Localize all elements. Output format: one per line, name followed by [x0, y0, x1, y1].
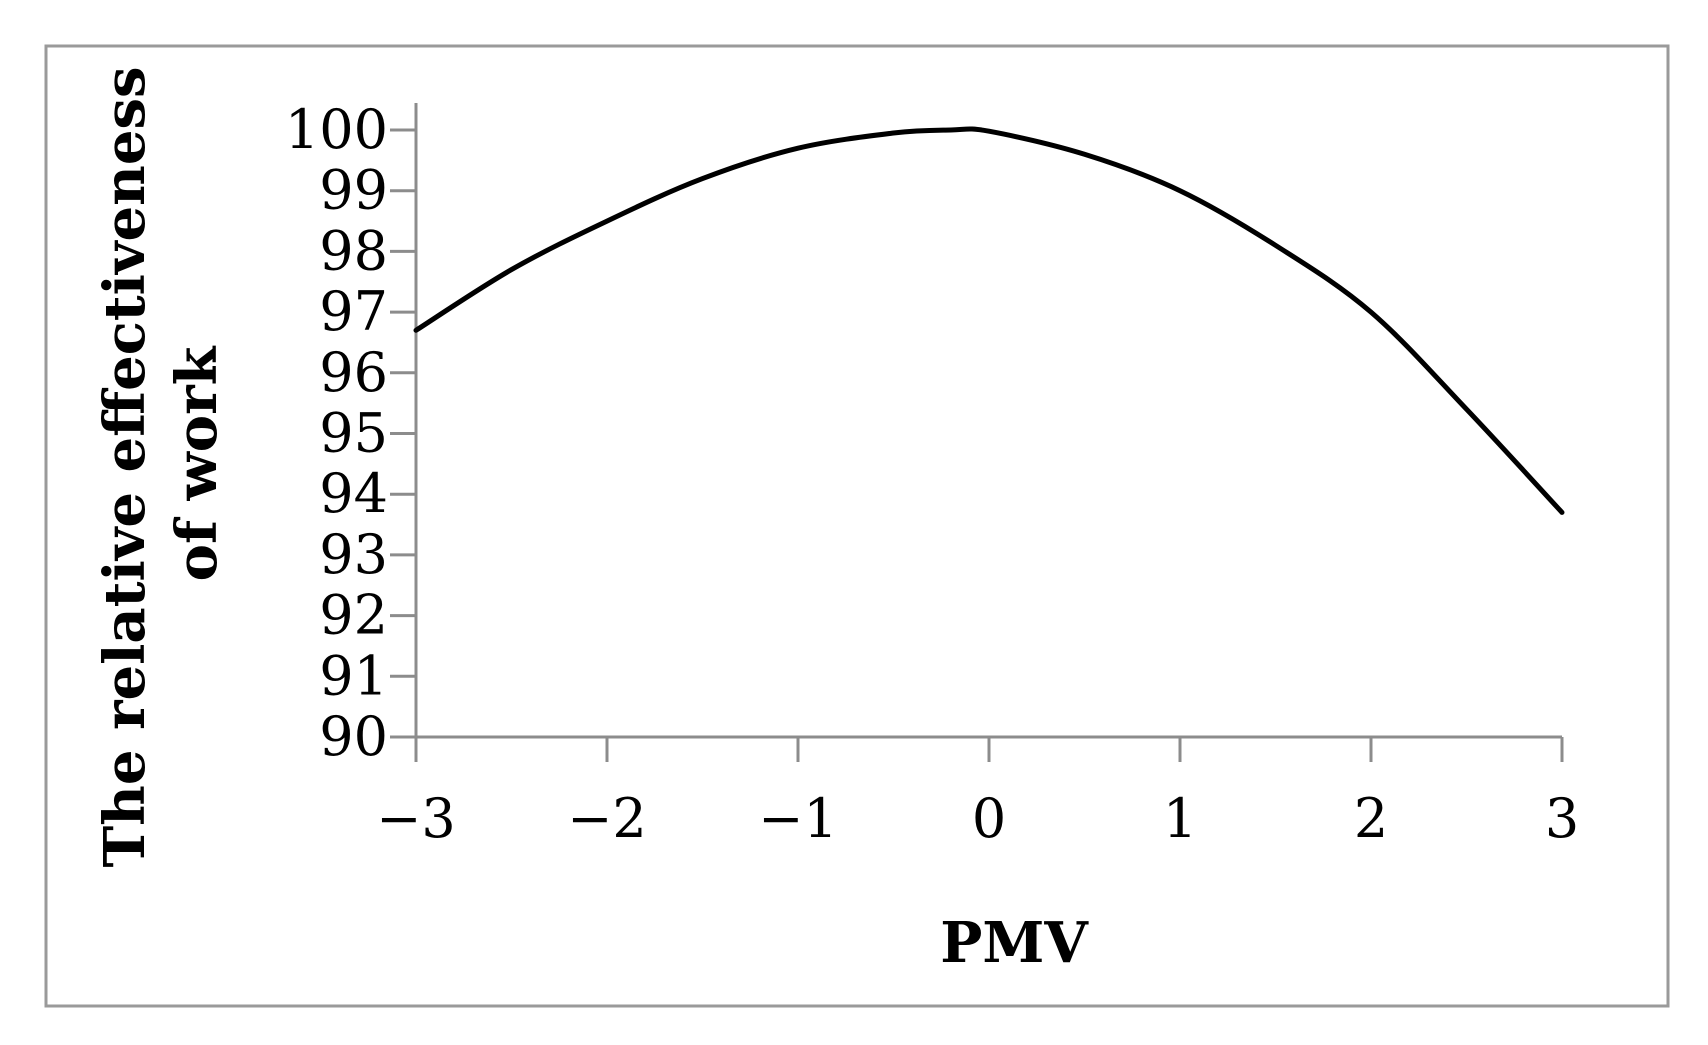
x-tick-label: 1 — [1163, 787, 1197, 850]
x-axis-title: PMV — [940, 910, 1089, 976]
y-tick-label: 93 — [319, 523, 388, 586]
y-tick-label: 91 — [319, 644, 388, 707]
x-tick-label: 0 — [972, 787, 1006, 850]
y-tick-label: 97 — [319, 280, 388, 343]
x-axis-ticks: −3 −2 −1 0 1 2 3 — [376, 737, 1579, 850]
y-tick-label: 100 — [285, 98, 388, 161]
x-tick-label: −2 — [567, 787, 647, 850]
x-tick-label: 2 — [1354, 787, 1388, 850]
series-line — [413, 126, 1565, 515]
y-axis-title-line-2: of work — [164, 345, 230, 581]
y-tick-label: 90 — [319, 705, 388, 768]
y-axis-title-line-1: The relative effectiveness — [92, 66, 158, 867]
x-tick-label: 3 — [1545, 787, 1579, 850]
y-tick-label: 98 — [319, 219, 388, 282]
y-tick-label: 95 — [319, 402, 388, 465]
chart-frame — [44, 44, 1670, 1008]
x-tick-label: −1 — [758, 787, 838, 850]
y-tick-label: 96 — [319, 341, 388, 404]
y-tick-label: 94 — [319, 462, 388, 525]
y-tick-label: 92 — [319, 584, 388, 647]
y-tick-label: 99 — [319, 159, 388, 222]
x-tick-label: −3 — [376, 787, 456, 850]
